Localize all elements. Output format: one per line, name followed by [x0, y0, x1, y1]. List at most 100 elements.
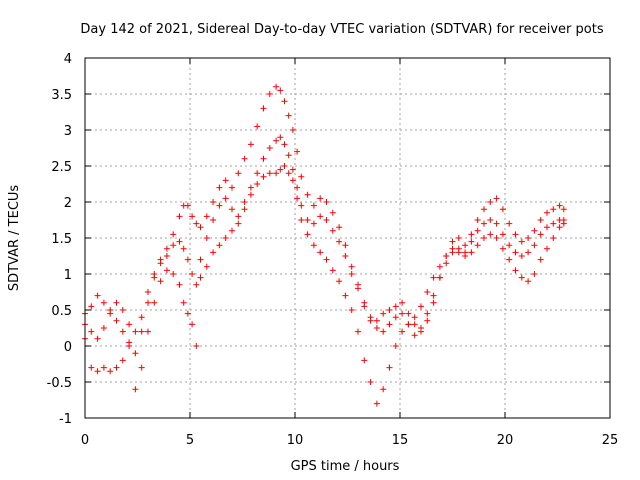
data-point: [203, 213, 210, 220]
y-tick-label: -0.5: [47, 376, 72, 391]
data-point: [462, 253, 469, 259]
data-point: [399, 299, 406, 306]
data-point: [216, 242, 223, 249]
data-point: [329, 267, 336, 274]
data-point: [512, 231, 519, 238]
data-point: [317, 249, 324, 256]
data-point: [254, 181, 261, 187]
data-point: [100, 364, 107, 371]
data-point: [197, 274, 204, 281]
x-tick-label: 20: [497, 433, 514, 448]
data-point: [392, 314, 399, 321]
data-point: [556, 202, 563, 209]
data-point: [145, 328, 151, 335]
y-tick-label: -1: [59, 412, 72, 427]
data-point: [317, 213, 324, 220]
data-point: [348, 263, 355, 270]
data-point: [222, 195, 229, 202]
data-point: [462, 242, 469, 249]
data-point: [329, 209, 336, 216]
x-tick-label: 15: [392, 433, 409, 448]
data-point: [367, 379, 374, 385]
data-point: [537, 217, 544, 223]
data-point: [216, 202, 223, 209]
y-axis-label: SDTVAR / TECUs: [7, 185, 22, 292]
data-point: [531, 242, 538, 249]
y-tick-labels: -1 -0.5 0 0.5 1 1.5 2 2.5 3 3.5 4: [47, 52, 72, 427]
data-point: [518, 253, 525, 259]
data-point: [380, 310, 387, 317]
data-point: [430, 274, 437, 281]
data-point: [430, 292, 437, 299]
data-point: [260, 105, 267, 112]
data-point: [119, 328, 126, 335]
data-point: [241, 155, 248, 162]
data-point: [411, 314, 418, 321]
data-point: [180, 299, 187, 306]
data-point: [266, 170, 273, 177]
data-point: [203, 235, 210, 241]
data-point: [304, 217, 311, 223]
x-tick-label: 25: [602, 433, 619, 448]
data-point: [241, 206, 248, 213]
x-tick-label: 10: [287, 433, 304, 448]
data-point: [424, 317, 431, 324]
data-point: [260, 155, 267, 162]
data-point: [197, 224, 204, 231]
data-point: [119, 357, 126, 364]
data-point: [170, 231, 177, 238]
data-point: [176, 281, 183, 288]
x-tick-label: 5: [186, 433, 194, 448]
data-point: [119, 307, 126, 313]
data-point: [260, 173, 267, 180]
data-point: [88, 364, 95, 371]
data-point: [342, 253, 349, 259]
data-point: [163, 267, 170, 274]
data-point: [170, 271, 177, 277]
data-point: [138, 328, 145, 335]
data-point: [235, 220, 242, 227]
data-point: [229, 227, 235, 234]
data-point: [189, 213, 196, 220]
data-point: [294, 184, 301, 191]
data-point: [289, 166, 296, 173]
data-point: [386, 364, 393, 371]
data-point: [216, 184, 223, 191]
data-point: [247, 191, 254, 198]
data-point: [210, 199, 217, 205]
data-point: [289, 127, 296, 133]
data-point: [235, 213, 242, 220]
data-point: [323, 199, 330, 205]
data-point: [193, 220, 200, 227]
data-point: [424, 310, 431, 317]
data-point: [281, 98, 288, 105]
data-point: [88, 303, 95, 310]
data-point: [418, 325, 424, 331]
data-point: [304, 231, 311, 238]
data-point: [247, 184, 254, 191]
data-point: [550, 235, 557, 241]
data-point: [180, 245, 187, 252]
data-point: [474, 217, 481, 223]
data-point: [544, 224, 550, 231]
data-point: [266, 145, 273, 151]
data-point: [163, 245, 170, 252]
data-point: [298, 217, 305, 223]
series-3: [82, 163, 567, 407]
chart-title: Day 142 of 2021, Sidereal Day-to-day VTE…: [80, 22, 603, 37]
data-point: [544, 245, 550, 252]
data-point: [157, 278, 164, 285]
data-point: [512, 249, 519, 256]
data-point: [468, 231, 475, 238]
data-point: [499, 206, 506, 213]
data-point: [107, 368, 114, 375]
data-point: [355, 285, 361, 292]
data-point: [556, 224, 563, 231]
data-point: [544, 209, 550, 216]
data-point: [176, 213, 183, 220]
data-point: [294, 195, 301, 202]
data-point: [443, 253, 450, 259]
data-point: [474, 227, 481, 234]
data-point: [386, 321, 393, 328]
data-point: [254, 170, 261, 177]
